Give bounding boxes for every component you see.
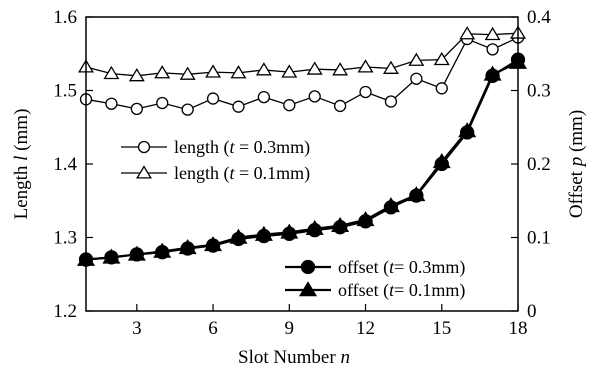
data-point (205, 64, 222, 78)
data-point (281, 64, 298, 78)
data-point (130, 102, 143, 116)
legend-layer: length (t = 0.3mm) length (t = 0.1mm) offs… (121, 137, 465, 301)
data-point (332, 62, 349, 76)
data-point (486, 43, 499, 56)
data-point (407, 186, 426, 202)
data-point (181, 103, 194, 116)
data-point (229, 228, 248, 244)
data-point (459, 26, 476, 40)
data-point (154, 65, 171, 79)
left-y-tick-label: 1.2 (53, 301, 77, 322)
legend-entry: length (t = 0.1mm) (121, 163, 310, 184)
data-point (435, 82, 448, 95)
legend-label: length (t = 0.1mm) (174, 163, 310, 184)
data-point (331, 216, 350, 233)
right-y-tick-label: 0.3 (527, 81, 551, 102)
series-layer (76, 25, 528, 267)
left-axis-label: Length l (mm) (11, 109, 32, 220)
data-point (484, 26, 501, 41)
legend-label: offset (t= 0.3mm) (338, 257, 465, 278)
data-point (127, 245, 146, 261)
data-point (230, 65, 247, 79)
data-point (255, 62, 272, 76)
data-point (305, 219, 324, 235)
data-point (357, 59, 374, 73)
legend-upper-left: length (t = 0.3mm) length (t = 0.1mm) (121, 137, 310, 184)
data-point (153, 242, 172, 258)
data-point (232, 100, 245, 113)
data-point (257, 90, 271, 104)
right-y-tick-label: 0 (527, 301, 537, 322)
data-point (410, 72, 423, 85)
right-y-tick-label: 0.4 (527, 7, 551, 28)
x-tick-label: 12 (356, 318, 375, 339)
data-point (381, 197, 400, 213)
data-point (128, 68, 145, 82)
x-tick-label: 18 (509, 318, 528, 339)
data-point (333, 99, 347, 113)
ticks-layer: 3 6 9 12 15 18 1.2 1.3 1.4 1.5 1.6 0 0.1 0.2 0.3 0.4 (53, 7, 551, 339)
data-point (204, 236, 223, 252)
legend-bottom-right: offset (t= 0.3mm)offset (t= 0.1mm) (285, 257, 465, 301)
data-point (408, 52, 425, 66)
legend-marker (136, 165, 152, 179)
left-y-tick-label: 1.5 (53, 81, 77, 102)
legend-entry: offset (t= 0.1mm) (285, 280, 465, 301)
x-tick-label: 6 (208, 318, 218, 339)
data-point (105, 97, 118, 110)
x-tick-label: 15 (432, 318, 451, 339)
data-point (206, 92, 220, 105)
left-y-tick-label: 1.4 (53, 154, 77, 175)
legend-marker (298, 281, 318, 297)
data-point (306, 61, 323, 75)
data-point (382, 60, 399, 74)
right-axis-label: Offset p (mm) (566, 110, 587, 218)
data-point (280, 223, 299, 239)
legend-label: length (t = 0.3mm) (174, 137, 310, 158)
left-y-tick-label: 1.6 (53, 7, 77, 28)
legend-label: offset (t= 0.1mm) (338, 280, 465, 301)
data-point (384, 95, 398, 108)
x-axis-label: Slot Number n (238, 347, 350, 368)
data-point (433, 51, 450, 66)
x-tick-label: 9 (285, 318, 295, 339)
legend-entry: offset (t= 0.3mm) (285, 257, 465, 278)
legend-entry: length (t = 0.3mm) (121, 137, 310, 158)
data-point (458, 122, 477, 138)
data-point (359, 85, 372, 99)
data-point (254, 225, 273, 241)
data-point (103, 65, 120, 80)
left-y-tick-label: 1.3 (53, 228, 77, 249)
x-tick-label: 3 (132, 318, 142, 339)
data-point (283, 99, 296, 112)
legend-marker (300, 259, 316, 275)
data-point (102, 248, 121, 264)
data-point (432, 153, 451, 169)
legend-marker (137, 140, 151, 154)
data-point (483, 65, 502, 81)
data-point (156, 96, 169, 110)
data-point (356, 211, 375, 227)
right-y-tick-label: 0.1 (527, 228, 551, 249)
series-2 (78, 25, 526, 82)
data-point (178, 239, 197, 255)
right-y-tick-label: 0.2 (527, 154, 551, 175)
data-point (179, 66, 196, 80)
data-point (308, 90, 321, 103)
